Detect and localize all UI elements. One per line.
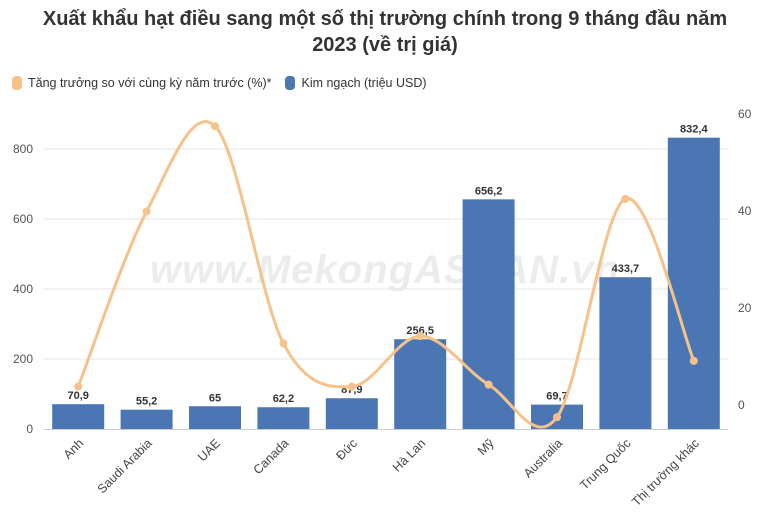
growth-point	[689, 356, 698, 365]
y-left-tick-label: 0	[26, 422, 33, 436]
bar-data-label: 832,4	[680, 124, 708, 136]
x-tick-label: Canada	[251, 436, 292, 477]
y-left-tick-label: 600	[13, 212, 33, 226]
growth-point	[211, 122, 219, 131]
bar-data-label: 433,7	[612, 263, 640, 275]
legend-label-growth: Tăng trưởng so với cùng kỳ năm trước (%)…	[28, 76, 272, 90]
bar	[120, 409, 173, 429]
legend-swatch-growth	[12, 76, 22, 90]
growth-point	[621, 194, 630, 203]
legend-item-value[interactable]: Kim ngạch (triệu USD)	[285, 76, 427, 90]
x-tick-label: UAE	[195, 436, 223, 464]
bar	[257, 407, 310, 429]
bar	[667, 137, 720, 429]
legend-label-value: Kim ngạch (triệu USD)	[301, 76, 427, 90]
x-tick-label: Trung Quốc	[577, 436, 633, 492]
bar-data-label: 69,7	[546, 391, 567, 403]
growth-point	[347, 382, 356, 391]
y-left-tick-label: 200	[13, 352, 33, 366]
growth-point	[279, 339, 288, 348]
y-right-tick-label: 40	[738, 204, 752, 218]
bar-data-label: 65	[209, 392, 221, 404]
x-tick-label: Mỹ	[475, 436, 497, 458]
bar	[462, 199, 515, 429]
bar-data-label: 256,5	[406, 325, 434, 337]
legend-item-growth[interactable]: Tăng trưởng so với cùng kỳ năm trước (%)…	[12, 76, 271, 90]
bar	[394, 339, 447, 429]
growth-line	[76, 120, 696, 429]
bar-data-label: 55,2	[136, 396, 157, 408]
bar	[325, 398, 378, 429]
bar	[189, 406, 241, 429]
y-left-tick-label: 400	[13, 282, 33, 296]
growth-point	[142, 207, 151, 216]
y-right-tick-label: 20	[738, 301, 752, 315]
growth-point	[484, 380, 493, 389]
x-tick-label: Hà Lan	[390, 436, 428, 474]
growth-point	[553, 413, 561, 422]
x-tick-label: Thị trường khác	[629, 436, 702, 509]
y-right-tick-label: 60	[738, 107, 752, 121]
x-tick-label: Australia	[521, 436, 565, 480]
growth-point	[416, 332, 425, 341]
legend: Tăng trưởng so với cùng kỳ năm trước (%)…	[12, 74, 441, 92]
x-tick-label: Anh	[61, 436, 87, 462]
x-tick-label: Đức	[333, 436, 360, 463]
watermark: www.MekongASEAN.vn	[150, 248, 620, 292]
legend-swatch-value	[285, 76, 296, 90]
y-right-tick-label: 0	[738, 398, 745, 412]
x-tick-label: Saudi Arabia	[95, 436, 155, 496]
y-left-tick-label: 800	[13, 142, 33, 156]
bar-data-label: 62,2	[273, 393, 294, 405]
bar-data-label: 656,2	[475, 185, 503, 197]
growth-point	[74, 382, 83, 391]
bar-data-label: 70,9	[67, 390, 88, 402]
chart-title-line-1: Xuất khẩu hạt điều sang một số thị trườn…	[42, 8, 728, 30]
chart-title: Xuất khẩu hạt điều sang một số thị trườn…	[0, 6, 770, 58]
bar	[52, 404, 105, 429]
bar	[599, 277, 652, 429]
chart-title-line-2: 2023 (về trị giá)	[312, 34, 458, 56]
